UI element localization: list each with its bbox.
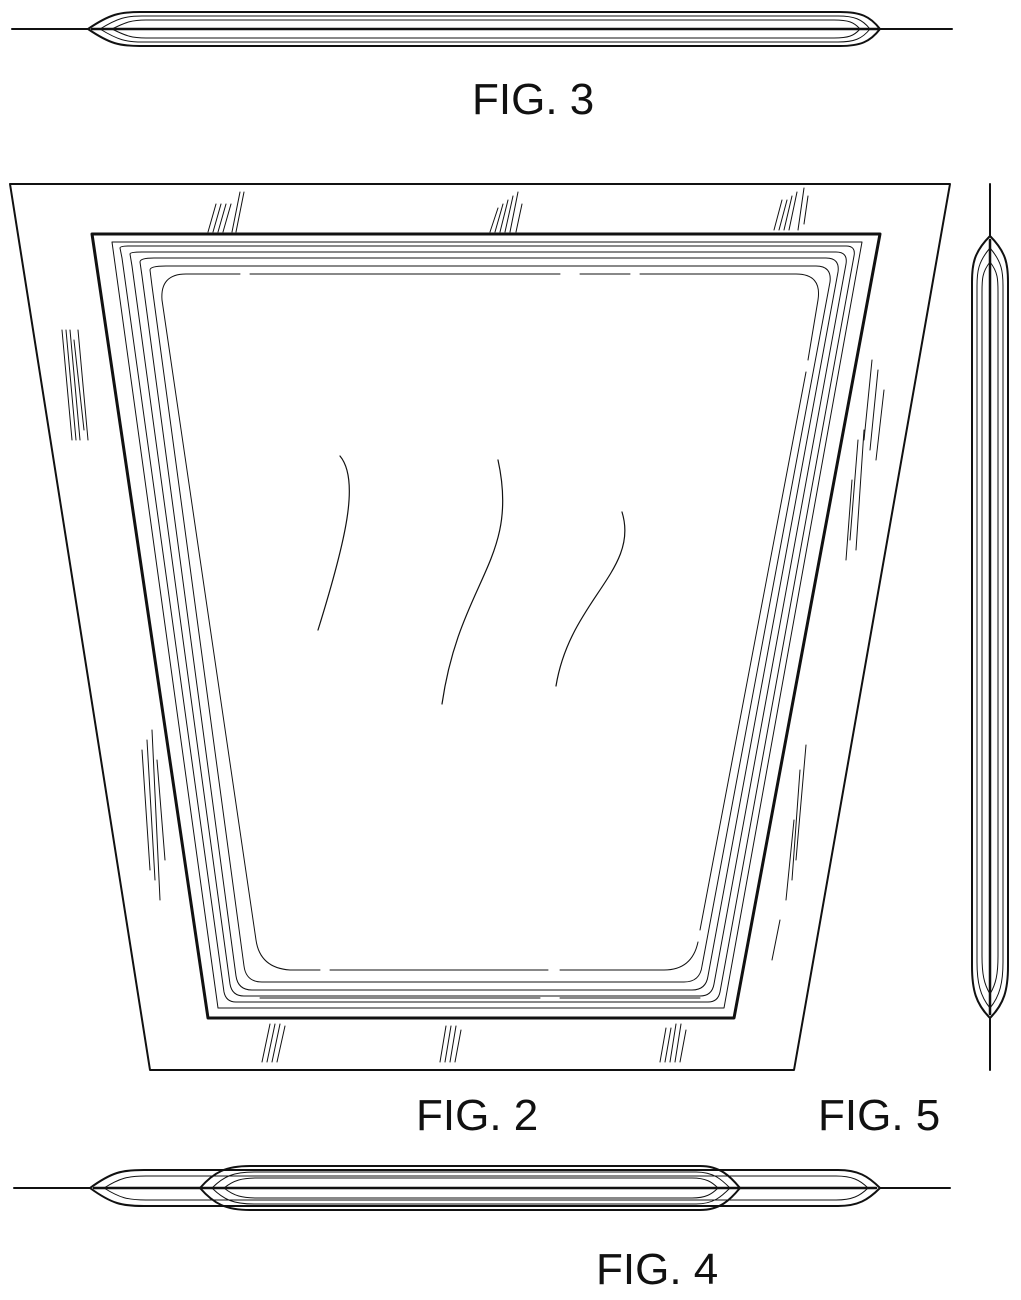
- fig3-label: FIG. 3: [472, 78, 594, 122]
- fig5-label: FIG. 5: [818, 1094, 940, 1138]
- fig5-side-view: [972, 184, 1008, 1070]
- fig2-label: FIG. 2: [416, 1094, 538, 1138]
- fig3-edge-view: [12, 12, 952, 46]
- fig2-front-view: [10, 184, 950, 1070]
- fig4-edge-view: [14, 1166, 950, 1210]
- fig4-label: FIG. 4: [596, 1248, 718, 1292]
